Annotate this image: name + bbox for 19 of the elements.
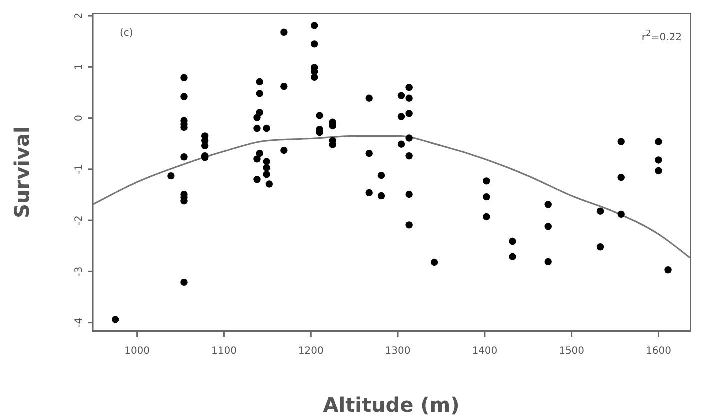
- y-tick-label: -4: [74, 318, 85, 328]
- x-tick-label: 1100: [211, 346, 237, 358]
- line-series: [93, 135, 690, 259]
- x-tick-label: 1300: [385, 346, 411, 358]
- y-axis-title: Survival: [10, 126, 34, 218]
- x-tick-label: 1500: [559, 346, 585, 358]
- x-tick-label: 1600: [646, 346, 672, 358]
- y-tick-label: -1: [74, 164, 85, 174]
- y-tick-label: 2: [74, 12, 85, 20]
- annotation: (c): [120, 28, 134, 39]
- x-tick-label: 1000: [124, 346, 150, 358]
- x-axis-title: Altitude (m): [323, 393, 460, 416]
- y-tick-label: -3: [74, 266, 85, 277]
- x-tick-label: 1400: [472, 346, 498, 358]
- y-tick-label: 0: [74, 115, 85, 122]
- annotation: r$^{2}$=0.22: [642, 28, 682, 44]
- y-tick-label: -2: [74, 216, 85, 226]
- y-tick-label: 1: [74, 64, 85, 70]
- x-tick-label: 1200: [298, 346, 324, 358]
